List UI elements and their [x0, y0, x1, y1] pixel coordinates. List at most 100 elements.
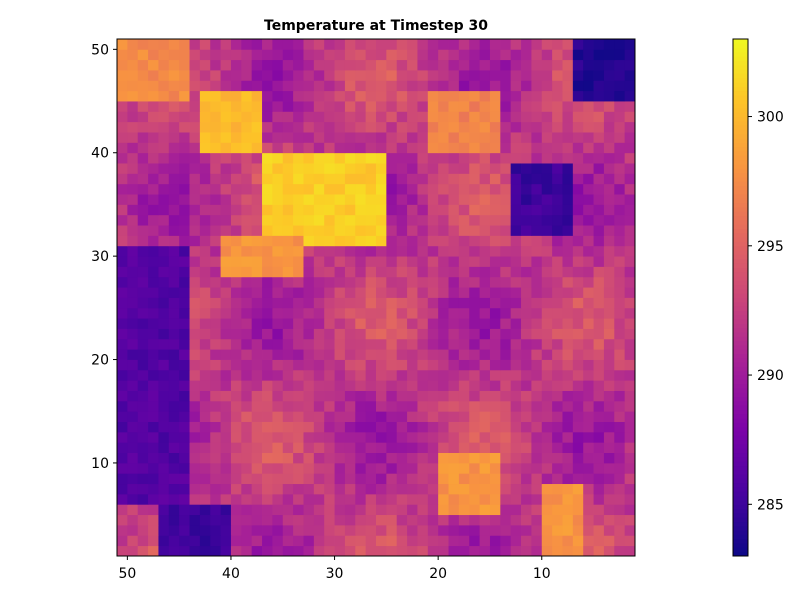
- heatmap-cell: [521, 245, 532, 257]
- heatmap-cell: [313, 328, 325, 340]
- heatmap-cell: [282, 369, 294, 381]
- heatmap-cell: [117, 400, 128, 412]
- heatmap-cell: [572, 163, 584, 174]
- heatmap-cell: [407, 359, 418, 371]
- heatmap-cell: [230, 349, 242, 360]
- heatmap-cell: [313, 276, 325, 288]
- heatmap-cell: [593, 442, 605, 453]
- heatmap-cell: [230, 142, 242, 154]
- heatmap-cell: [438, 318, 449, 329]
- heatmap-cell: [210, 390, 221, 402]
- heatmap-cell: [334, 400, 346, 412]
- heatmap-cell: [469, 318, 480, 329]
- colorbar-segment: [733, 211, 748, 217]
- heatmap-cell: [458, 493, 470, 505]
- heatmap-cell: [572, 504, 584, 516]
- heatmap-cell: [500, 473, 512, 485]
- colorbar-segment: [733, 517, 748, 523]
- heatmap-cell: [324, 545, 335, 557]
- heatmap-cell: [355, 266, 367, 278]
- heatmap-cell: [417, 483, 429, 495]
- heatmap-cell: [562, 483, 574, 495]
- heatmap-cell: [603, 111, 615, 123]
- heatmap-cell: [624, 80, 636, 92]
- heatmap-cell: [137, 400, 149, 412]
- heatmap-cell: [210, 163, 221, 174]
- heatmap-cell: [168, 442, 180, 453]
- heatmap-cell: [510, 442, 522, 453]
- colorbar-segment: [733, 254, 748, 260]
- heatmap-cell: [376, 462, 387, 474]
- heatmap-cell: [624, 256, 636, 267]
- heatmap-cell: [376, 442, 387, 453]
- colorbar-segment: [733, 60, 748, 66]
- colorbar-segment: [733, 245, 748, 251]
- colorbar-segment: [733, 392, 748, 398]
- heatmap-cell: [583, 80, 594, 92]
- heatmap-cell: [510, 214, 522, 226]
- heatmap-cell: [220, 328, 232, 340]
- heatmap-cell: [230, 535, 242, 547]
- heatmap-cell: [458, 245, 470, 257]
- heatmap-cell: [282, 431, 294, 443]
- heatmap-cell: [168, 400, 180, 412]
- heatmap-cell: [531, 338, 543, 350]
- heatmap-cell: [303, 359, 315, 371]
- heatmap-cell: [376, 287, 387, 298]
- heatmap-cell: [282, 163, 294, 174]
- heatmap-cell: [624, 152, 636, 164]
- colorbar-segment: [733, 275, 748, 281]
- heatmap-cell: [241, 132, 253, 143]
- heatmap-cell: [334, 204, 346, 216]
- heatmap-cell: [199, 49, 211, 61]
- heatmap-cell: [614, 421, 626, 433]
- heatmap-cell: [210, 431, 221, 443]
- heatmap-cell: [241, 225, 253, 236]
- heatmap-cell: [500, 369, 512, 381]
- heatmap-cell: [521, 256, 532, 267]
- heatmap-cell: [251, 204, 263, 216]
- heatmap-cell: [137, 163, 149, 174]
- heatmap-cell: [427, 276, 439, 288]
- heatmap-cell: [531, 524, 543, 536]
- heatmap-cell: [127, 256, 139, 267]
- heatmap-cell: [376, 90, 387, 102]
- heatmap-cell: [282, 235, 294, 247]
- heatmap-cell: [531, 431, 543, 443]
- heatmap-cell: [376, 80, 387, 92]
- heatmap-cell: [179, 256, 190, 267]
- heatmap-cell: [396, 173, 408, 185]
- heatmap-cell: [324, 473, 335, 485]
- heatmap-cell: [521, 390, 532, 402]
- heatmap-cell: [583, 359, 594, 371]
- heatmap-cell: [241, 349, 253, 360]
- heatmap-cell: [293, 152, 304, 164]
- heatmap-cell: [230, 121, 242, 133]
- heatmap-cell: [427, 111, 439, 123]
- heatmap-cell: [396, 318, 408, 329]
- colorbar-segment: [733, 323, 748, 329]
- heatmap-cell: [334, 49, 346, 61]
- heatmap-cell: [199, 390, 211, 402]
- heatmap-cell: [593, 349, 605, 360]
- heatmap-cell: [168, 380, 180, 391]
- heatmap-cell: [313, 256, 325, 267]
- heatmap-cell: [313, 421, 325, 433]
- heatmap-cell: [344, 183, 356, 195]
- heatmap-cell: [500, 235, 512, 247]
- heatmap-cell: [324, 235, 335, 247]
- heatmap-cell: [469, 297, 480, 309]
- heatmap-cell: [324, 328, 335, 340]
- heatmap-cell: [427, 204, 439, 216]
- heatmap-cell: [303, 390, 315, 402]
- heatmap-cell: [158, 545, 170, 557]
- heatmap-cell: [272, 287, 284, 298]
- heatmap-cell: [117, 514, 128, 526]
- heatmap-cell: [230, 545, 242, 557]
- heatmap-cell: [127, 80, 139, 92]
- heatmap-cell: [531, 235, 543, 247]
- heatmap-cell: [386, 318, 398, 329]
- heatmap-cell: [572, 39, 584, 50]
- heatmap-cell: [407, 39, 418, 50]
- heatmap-cell: [500, 111, 512, 123]
